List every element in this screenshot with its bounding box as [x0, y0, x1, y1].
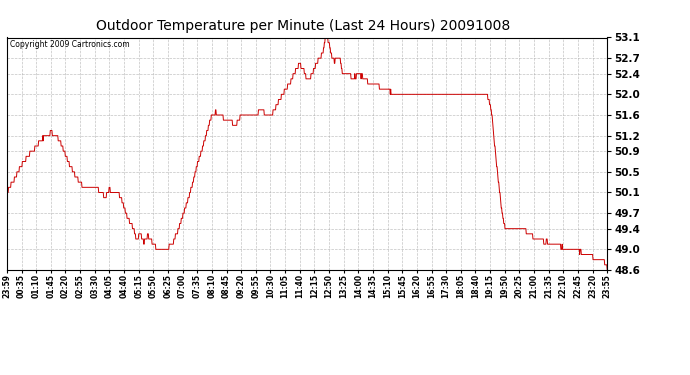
- Text: Outdoor Temperature per Minute (Last 24 Hours) 20091008: Outdoor Temperature per Minute (Last 24 …: [97, 19, 511, 33]
- Text: Copyright 2009 Cartronics.com: Copyright 2009 Cartronics.com: [10, 40, 130, 49]
